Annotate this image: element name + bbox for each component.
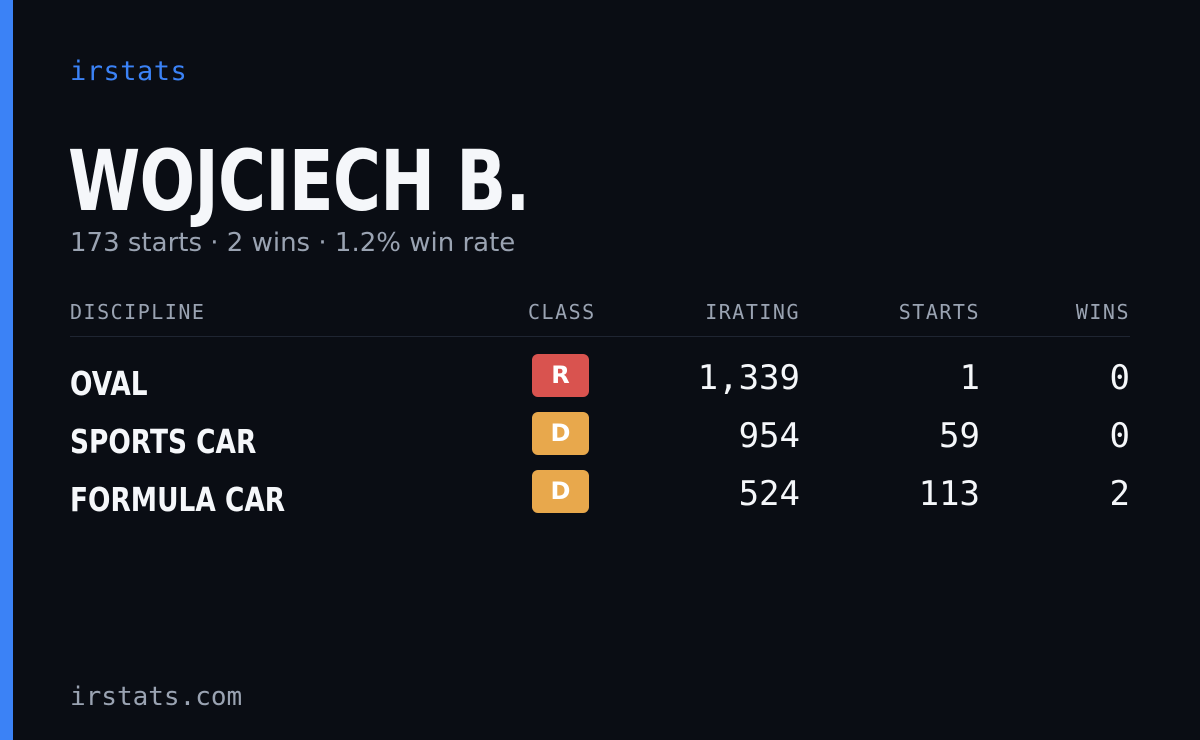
footer-url: irstats.com	[70, 682, 243, 712]
wins-value: 0	[1109, 358, 1130, 398]
irating-value: 1,339	[697, 358, 800, 398]
starts-value: 113	[918, 474, 980, 514]
wins-value: 2	[1109, 474, 1130, 514]
header-class: CLASS	[528, 300, 596, 324]
driver-name: WOJCIECH B.	[68, 132, 530, 230]
header-irating: IRATING	[705, 300, 800, 324]
brand-logo: irstats	[70, 56, 188, 87]
stats-table: DISCIPLINE CLASS IRATING STARTS WINS OVA…	[70, 296, 1130, 519]
class-badge: R	[532, 354, 589, 397]
class-badge: D	[532, 412, 589, 455]
discipline-name: SPORTS CAR	[70, 422, 257, 461]
table-row: SPORTS CAR D 954 59 0	[70, 412, 1130, 470]
table-row: OVAL R 1,339 1 0	[70, 354, 1130, 412]
table-row: FORMULA CAR D 524 113 2	[70, 470, 1130, 528]
discipline-name: FORMULA CAR	[70, 480, 286, 519]
header-starts: STARTS	[898, 300, 980, 324]
wins-value: 0	[1109, 416, 1130, 456]
starts-value: 1	[959, 358, 980, 398]
class-badge: D	[532, 470, 589, 513]
header-discipline: DISCIPLINE	[70, 300, 206, 324]
irating-value: 524	[738, 474, 800, 514]
starts-value: 59	[939, 416, 980, 456]
accent-bar	[0, 0, 13, 740]
table-header: DISCIPLINE CLASS IRATING STARTS WINS	[70, 296, 1130, 337]
irating-value: 954	[738, 416, 800, 456]
discipline-name: OVAL	[70, 364, 148, 403]
driver-summary: 173 starts · 2 wins · 1.2% win rate	[70, 228, 516, 258]
header-wins: WINS	[1075, 300, 1130, 324]
